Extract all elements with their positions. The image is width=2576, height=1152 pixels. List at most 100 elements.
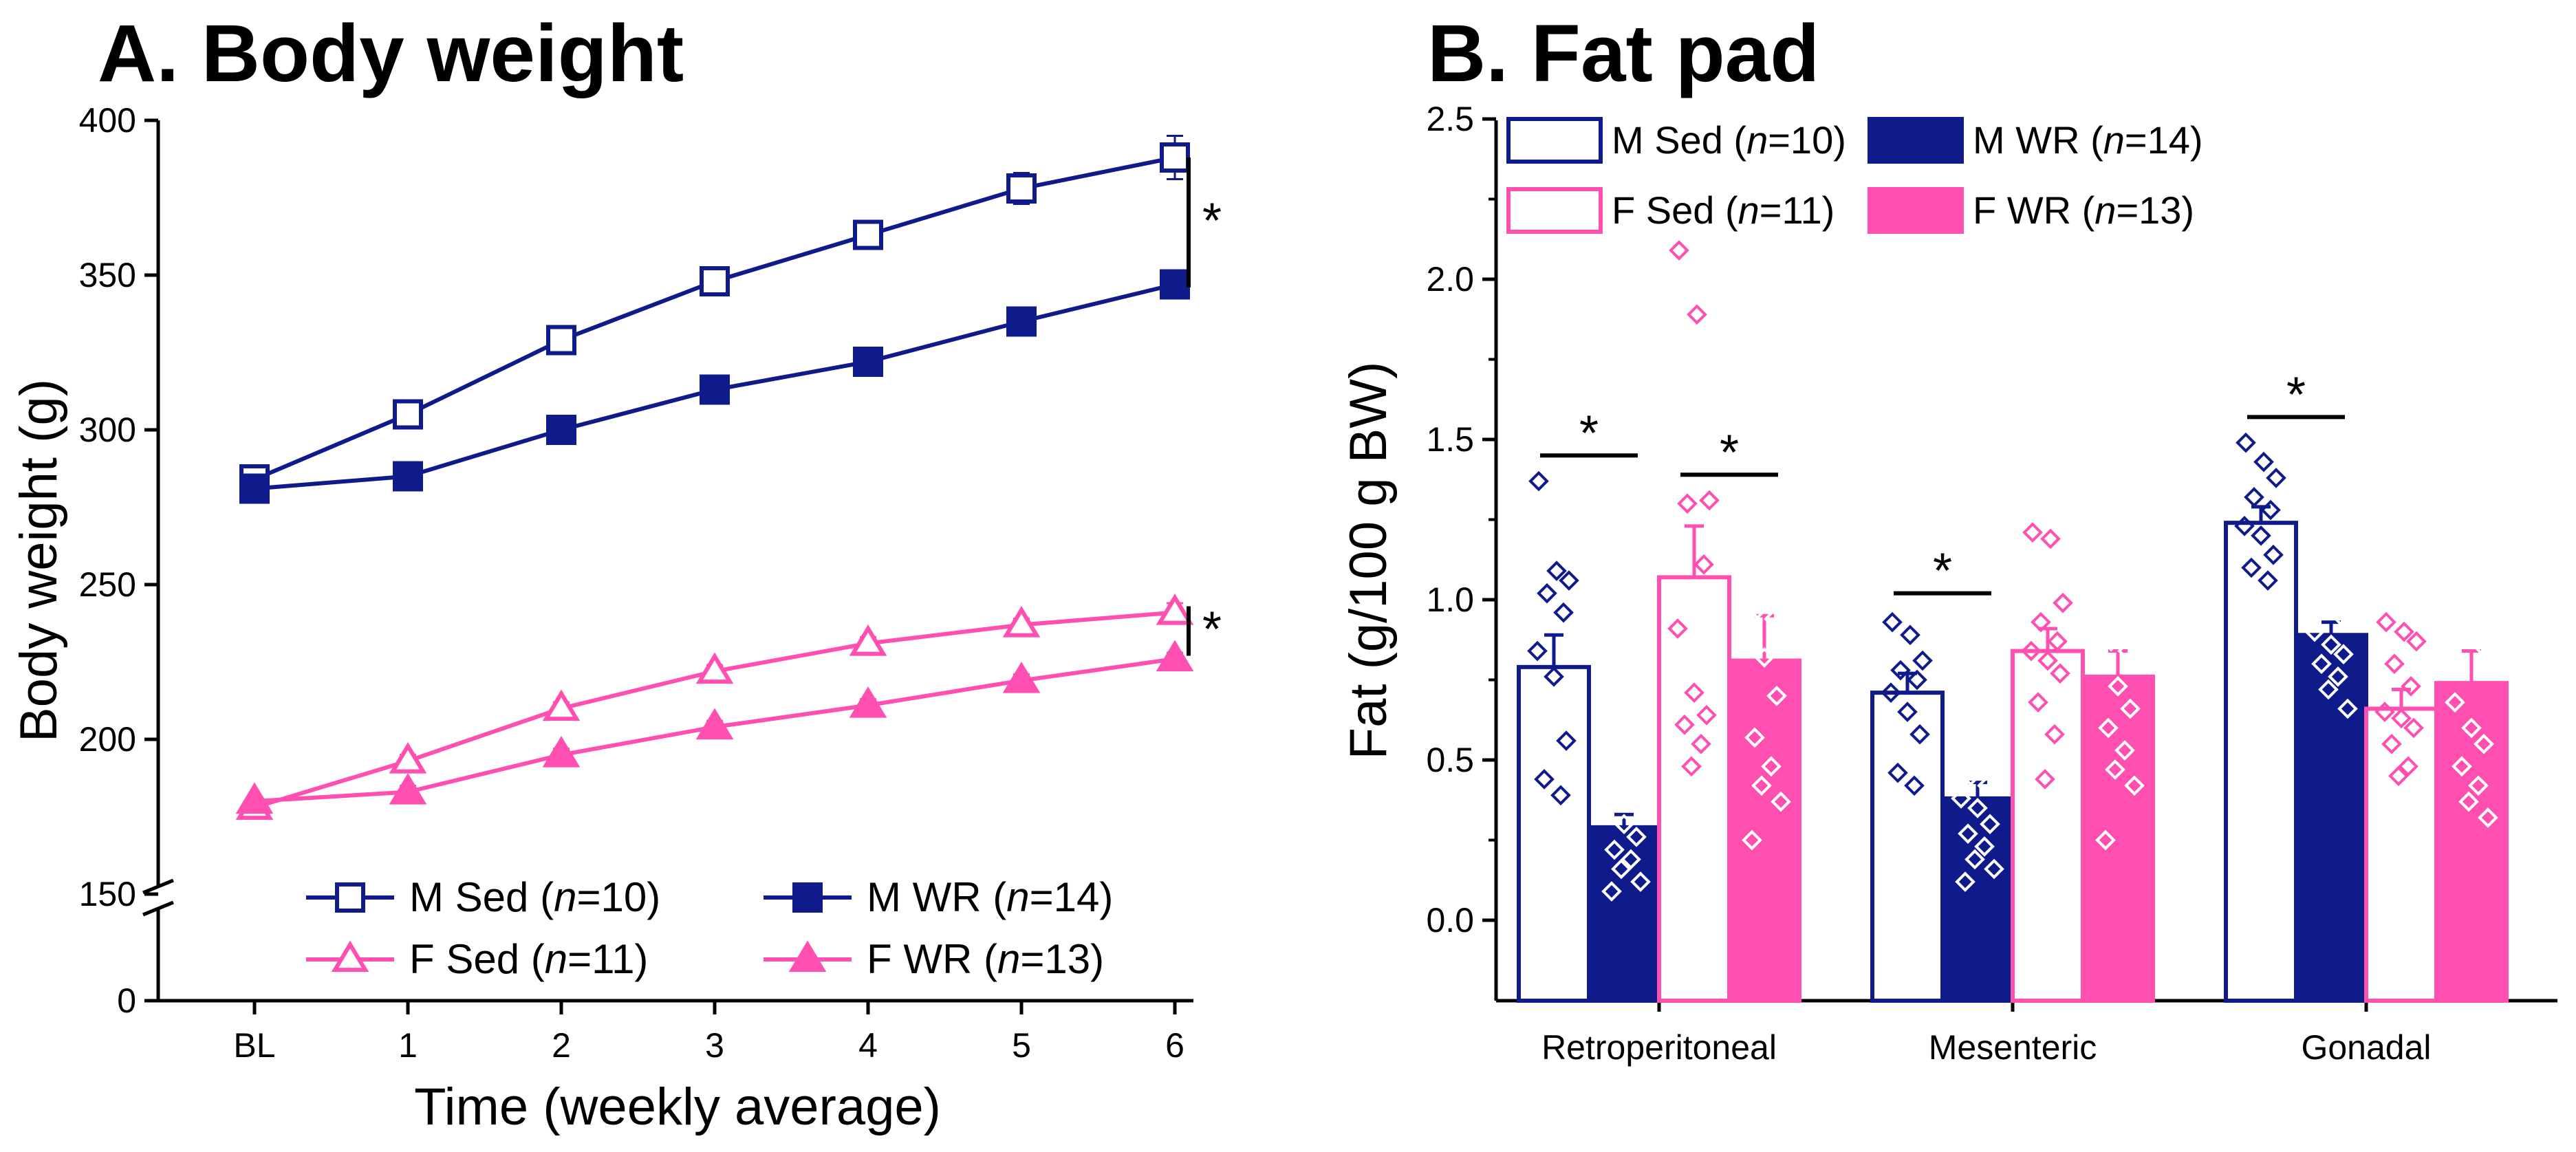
individual-data-point bbox=[2260, 499, 2281, 521]
legend-swatch bbox=[1506, 117, 1603, 164]
individual-data-point bbox=[2336, 573, 2357, 594]
bar bbox=[2081, 674, 2155, 1003]
individual-data-point bbox=[2406, 631, 2427, 652]
individual-data-point bbox=[1769, 522, 1790, 543]
individual-data-point bbox=[1984, 858, 2004, 880]
bar bbox=[2364, 706, 2438, 1003]
individual-data-point bbox=[2468, 775, 2489, 796]
individual-data-point bbox=[2110, 561, 2131, 581]
panel-a-x-tick-label: 5 bbox=[1012, 1026, 1031, 1065]
individual-data-point bbox=[2047, 631, 2068, 652]
panel-a-y-tick-label: 400 bbox=[79, 101, 136, 140]
significance-asterisk: * bbox=[1579, 406, 1599, 461]
individual-data-point bbox=[2471, 634, 2491, 655]
legend-swatch bbox=[1506, 187, 1603, 234]
significance-asterisk: * bbox=[1202, 194, 1222, 249]
data-point bbox=[1160, 142, 1190, 173]
significance-asterisk: * bbox=[1202, 602, 1222, 657]
panel-a-body-weight: A. Body weight 0 150 200 250 300 350 400 BL 1 2 3 4 5… bbox=[10, 8, 1222, 1136]
panel-b-category-label: Mesenteric bbox=[1929, 1028, 2097, 1067]
significance-asterisk: * bbox=[1720, 425, 1739, 480]
panel-a-x-axis-label: Time (weekly average) bbox=[414, 1078, 941, 1136]
individual-data-point bbox=[2454, 570, 2475, 591]
individual-data-point bbox=[1958, 823, 1978, 845]
individual-data-point bbox=[2304, 621, 2325, 642]
individual-data-point bbox=[1559, 570, 1579, 591]
individual-data-point bbox=[1674, 714, 1695, 735]
panel-b-y-tick-label: 2.0 bbox=[1426, 260, 1474, 298]
individual-data-point bbox=[1629, 769, 1649, 790]
individual-data-point bbox=[1693, 554, 1714, 575]
panel-a-axis-break-mark bbox=[142, 878, 174, 895]
individual-data-point bbox=[1626, 827, 1647, 847]
individual-data-point bbox=[1912, 650, 1933, 671]
individual-data-point bbox=[1955, 871, 1976, 892]
individual-data-point bbox=[2321, 634, 2341, 655]
data-point bbox=[853, 347, 883, 377]
individual-data-point bbox=[1607, 775, 1627, 796]
panel-b-category-label: Gonadal bbox=[2301, 1028, 2431, 1067]
individual-data-point bbox=[2401, 675, 2421, 697]
panel-a-x-tick-label: BL bbox=[233, 1026, 275, 1065]
bar bbox=[1657, 575, 1731, 1003]
individual-data-point bbox=[1527, 640, 1548, 662]
panel-b-y-axis-label: Fat (g/100 g BW) bbox=[1339, 362, 1398, 760]
data-point bbox=[853, 219, 883, 250]
individual-data-point bbox=[2117, 640, 2138, 662]
legend-marker bbox=[788, 940, 827, 972]
individual-data-point bbox=[1742, 829, 1762, 851]
legend-label: M Sed (n=10) bbox=[409, 874, 660, 920]
individual-data-point bbox=[1681, 756, 1702, 777]
panel-a-y-tick-label: 300 bbox=[79, 411, 136, 449]
individual-data-point bbox=[1952, 611, 1973, 633]
individual-data-point bbox=[2458, 791, 2479, 812]
panel-a-title: A. Body weight bbox=[98, 8, 684, 99]
individual-data-point bbox=[1890, 660, 1911, 681]
individual-data-point bbox=[1691, 733, 1711, 754]
individual-data-point bbox=[1550, 785, 1571, 806]
individual-data-point bbox=[1754, 647, 1775, 668]
individual-data-point bbox=[2035, 769, 2055, 790]
individual-data-point bbox=[2330, 605, 2351, 627]
individual-data-point bbox=[2398, 756, 2418, 777]
individual-data-point bbox=[2474, 733, 2494, 754]
legend-label: F Sed (n=11) bbox=[409, 936, 648, 982]
individual-data-point bbox=[2120, 698, 2141, 719]
individual-data-point bbox=[2258, 570, 2278, 591]
individual-data-point bbox=[1766, 685, 1787, 706]
individual-data-point bbox=[1544, 666, 1564, 687]
bar bbox=[1727, 658, 1801, 1003]
individual-data-point bbox=[1699, 490, 1720, 511]
individual-data-point bbox=[2374, 702, 2395, 722]
bar bbox=[2224, 521, 2298, 1003]
individual-data-point bbox=[2266, 468, 2286, 488]
data-point bbox=[1160, 269, 1190, 300]
individual-data-point bbox=[1904, 775, 1925, 796]
individual-data-point bbox=[1970, 721, 1991, 741]
individual-data-point bbox=[1677, 493, 1698, 514]
data-point bbox=[695, 652, 734, 684]
panel-b-y-tick-label: 2.5 bbox=[1426, 100, 1474, 138]
data-point bbox=[1156, 593, 1194, 625]
individual-data-point bbox=[2476, 557, 2497, 578]
panel-b-y-tick-label: 0.5 bbox=[1426, 741, 1474, 779]
series-f-wr bbox=[1727, 320, 2509, 1003]
data-point bbox=[700, 374, 730, 405]
individual-data-point bbox=[1623, 785, 1644, 806]
individual-data-point bbox=[1982, 746, 2003, 768]
individual-data-point bbox=[1601, 881, 1622, 902]
individual-data-point bbox=[1597, 798, 1618, 818]
individual-data-point bbox=[2263, 544, 2284, 565]
individual-data-point bbox=[2318, 679, 2339, 700]
individual-data-point bbox=[1967, 798, 1988, 818]
data-point bbox=[239, 473, 270, 504]
individual-data-point bbox=[2376, 611, 2396, 633]
individual-data-point bbox=[2124, 775, 2145, 796]
data-point bbox=[849, 624, 887, 656]
individual-data-point bbox=[1974, 836, 1995, 857]
individual-data-point bbox=[1599, 737, 1619, 758]
data-point bbox=[1002, 605, 1041, 638]
individual-data-point bbox=[1909, 724, 1930, 745]
individual-data-point bbox=[1882, 611, 1903, 633]
